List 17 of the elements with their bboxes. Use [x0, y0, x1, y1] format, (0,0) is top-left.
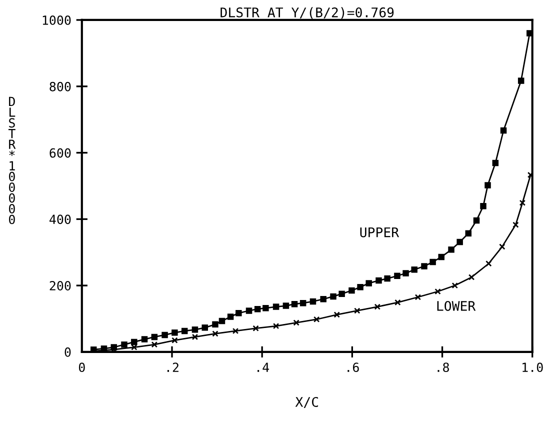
x-tick-label: .6	[348, 362, 359, 372]
x-tick-label: .4	[258, 362, 270, 372]
annotation: LOWER	[437, 300, 476, 311]
annotation: UPPER	[360, 227, 400, 238]
y-tick-label: 600	[50, 148, 71, 158]
y-tick-label: 0	[64, 347, 71, 357]
text: DLSTR * 100000	[8, 96, 16, 224]
x-axis-title: X/C	[295, 397, 318, 408]
x-tick-label: .8	[438, 362, 449, 372]
x-tick-label: 0	[78, 362, 85, 372]
y-tick-label: 200	[50, 281, 71, 290]
x-tick-label: .2	[167, 362, 178, 372]
y-tick-label: 1000	[42, 15, 71, 25]
chart-title: DLSTR AT Y/(B/2)=0.769	[220, 7, 394, 19]
y-tick-label: 800	[50, 82, 71, 92]
x-tick-label: 1.0	[522, 362, 543, 372]
y-tick-label: 400	[50, 214, 71, 224]
